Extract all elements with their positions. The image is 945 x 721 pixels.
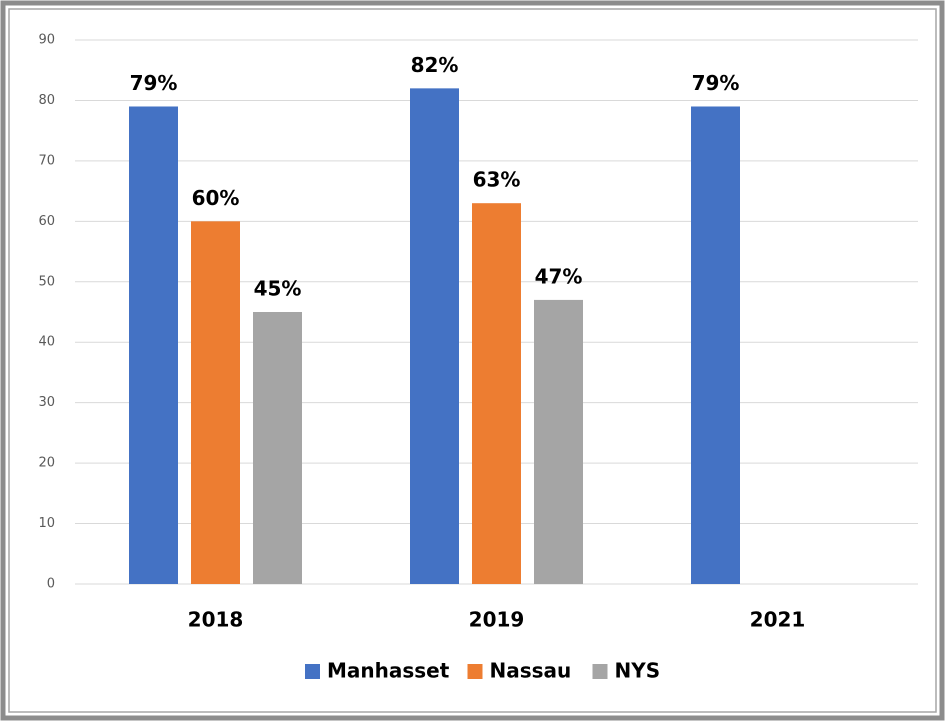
bar (253, 312, 302, 584)
data-label: 63% (473, 168, 521, 192)
x-tick-label: 2018 (188, 608, 244, 632)
y-tick-label: 30 (38, 395, 55, 410)
y-tick-label: 60 (38, 214, 55, 229)
y-tick-label: 70 (38, 153, 55, 168)
data-label: 82% (411, 53, 459, 77)
y-tick-label: 80 (38, 93, 55, 108)
data-label: 60% (192, 186, 240, 210)
x-tick-label: 2019 (469, 608, 525, 632)
bar (534, 299, 583, 584)
y-tick-label: 40 (38, 335, 55, 350)
legend-label: Manhasset (327, 659, 450, 683)
legend-label: Nassau (490, 659, 572, 683)
data-label: 79% (692, 71, 740, 95)
y-tick-label: 20 (38, 456, 55, 471)
x-tick-label: 2021 (750, 608, 806, 632)
frame-inner (8, 8, 937, 713)
bar (410, 88, 459, 584)
y-tick-label: 50 (38, 274, 55, 289)
y-tick-label: 0 (47, 577, 55, 592)
bar (129, 106, 178, 584)
legend-swatch (592, 664, 608, 679)
y-tick-label: 90 (38, 33, 55, 48)
bar (191, 221, 240, 585)
legend-swatch (467, 664, 483, 679)
legend-swatch (305, 664, 320, 679)
data-label: 79% (130, 71, 178, 95)
bar (691, 106, 740, 584)
legend-label: NYS (615, 659, 661, 683)
data-label: 47% (535, 264, 583, 288)
data-label: 45% (254, 277, 302, 301)
y-tick-label: 10 (38, 516, 55, 531)
bar (472, 203, 521, 584)
